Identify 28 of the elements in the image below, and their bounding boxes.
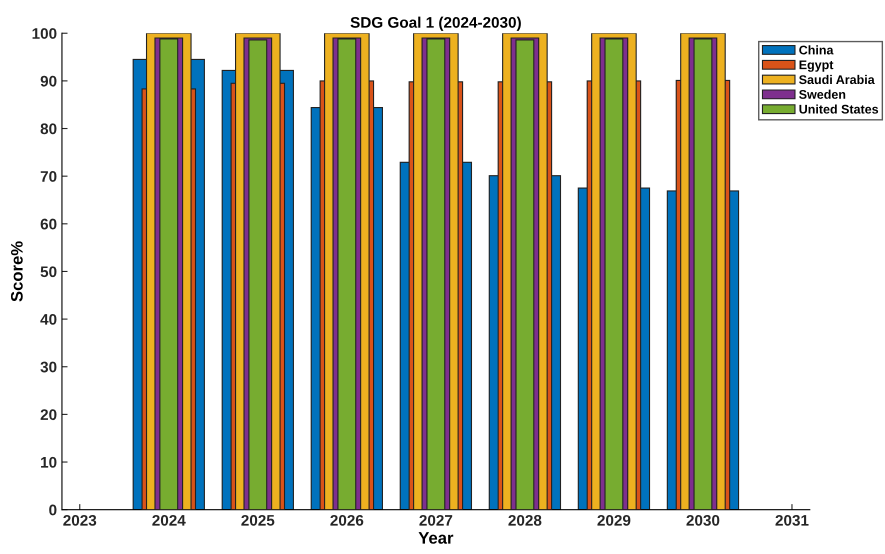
x-tick-label: 2031 (776, 514, 809, 526)
y-tick-label: 20 (40, 409, 56, 420)
y-tick-label: 80 (40, 123, 56, 134)
legend-label: China (799, 45, 834, 54)
x-tick-label: 2026 (330, 514, 364, 526)
x-tick-label: 2030 (686, 514, 720, 526)
y-tick-label: 100 (32, 28, 56, 39)
y-tick-label: 0 (49, 504, 56, 516)
y-tick-label: 60 (40, 218, 56, 230)
y-tick-label: 40 (40, 314, 56, 325)
x-tick-label: 2023 (63, 514, 96, 526)
legend-label: Sweden (799, 90, 846, 99)
y-axis-title: Score% (10, 241, 23, 302)
x-tick-label: 2029 (597, 514, 630, 526)
x-axis-title: Year (418, 532, 454, 544)
y-tick-label: 70 (40, 171, 56, 182)
x-tick-label: 2028 (508, 514, 542, 526)
y-tick-label: 10 (41, 456, 56, 468)
legend-label: Egypt (800, 60, 834, 72)
y-tick-label: 50 (40, 266, 56, 278)
chart-title: SDG Goal 1 (2024-2030) (350, 16, 521, 31)
x-tick-label: 2027 (419, 514, 452, 526)
y-tick-label: 30 (40, 362, 56, 372)
x-tick-label: 2024 (152, 514, 186, 526)
legend-label: United States (799, 104, 878, 114)
legend-label: Saudi Arabia (799, 74, 875, 84)
y-tick-label: 90 (40, 76, 56, 87)
x-tick-label: 2025 (241, 514, 274, 526)
